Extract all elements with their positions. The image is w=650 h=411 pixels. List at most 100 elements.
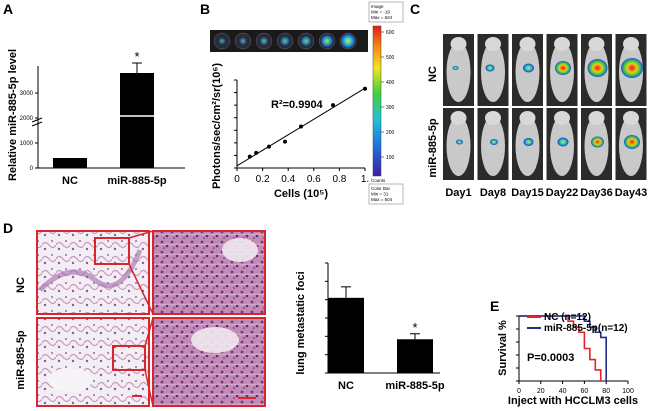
mouse-head <box>554 111 570 125</box>
panel-e-xtick-label: 100 <box>622 388 634 395</box>
panel-b-point <box>267 144 271 149</box>
panel-d-ylabel: lung metastatic foci <box>295 271 307 374</box>
panel-c-row-mir: miR-885-5p <box>427 118 439 178</box>
panel-b-r2: R²=0.9904 <box>271 99 324 111</box>
mouse-body <box>481 42 505 102</box>
color-scale: Image Min = -19 Max = 624 600 500 400 300 20… <box>368 1 404 205</box>
luminescence-signal <box>490 139 498 145</box>
mouse-head <box>450 111 467 125</box>
luminescence-signal <box>621 58 643 78</box>
luminescence-signal <box>485 64 495 72</box>
color-bar-tick-label: 300 <box>386 105 395 111</box>
panel-a-significance: * <box>134 49 139 64</box>
panel-e-legend-label: miR-885-5p(n=12) <box>544 323 628 334</box>
panel-e-chart: Survival % 0 20 40 60 80 100 NC (n=12)miR-885… <box>497 312 638 407</box>
panel-b-point <box>363 86 367 91</box>
color-bar-info-max: Max = 604 <box>371 197 393 202</box>
mouse-head <box>450 37 467 51</box>
panel-label-b: B <box>200 1 210 17</box>
luminescence-signal <box>452 66 459 70</box>
panel-e-xtick-label: 20 <box>537 388 545 395</box>
panel-d-chart: lung metastatic foci NC miR-885-5p * <box>295 262 445 392</box>
color-bar-tick-label: 200 <box>386 130 395 136</box>
panel-b-xlabel: Cells (10⁵) <box>274 188 328 200</box>
day-label: Day1 <box>445 187 471 199</box>
panel-label-a: A <box>3 1 13 17</box>
day-label: Day43 <box>615 187 647 199</box>
luminescence-signal <box>523 138 534 146</box>
well-signal <box>301 36 311 46</box>
mouse-head <box>485 111 501 125</box>
luminescence-signal <box>555 61 571 75</box>
luminescence-signal <box>591 136 604 148</box>
day-label: Day36 <box>580 187 612 199</box>
mouse-head <box>623 37 639 51</box>
panel-b-xtick-label: 0 <box>234 174 240 185</box>
well-signal <box>239 37 247 45</box>
color-bar-tick-label: 100 <box>386 155 395 161</box>
panel-e-survival-line <box>519 315 602 381</box>
color-bar-tick-label: 600 <box>386 30 395 36</box>
panel-e-xtick-label: 0 <box>517 388 521 395</box>
panel-e-pvalue: P=0.0003 <box>527 352 574 364</box>
panel-b-xtick-label: 0.6 <box>307 174 321 185</box>
panel-e-xtick-label: 80 <box>602 388 610 395</box>
panel-c-row-nc: NC <box>427 66 439 82</box>
panel-d-row-nc: NC <box>15 277 27 293</box>
histology-mir-zoom-box <box>112 345 146 371</box>
luminescence-signal <box>624 135 640 149</box>
color-bar-info-min: Min = 31 <box>371 192 389 197</box>
histology-nc-low <box>36 230 150 315</box>
color-bar <box>372 25 382 177</box>
panel-e-legend-label: NC (n=12) <box>544 312 591 323</box>
day-label: Day22 <box>546 187 578 199</box>
panel-d-xtick-label: miR-885-5p <box>385 380 445 392</box>
panel-e-xtick-label: 60 <box>581 388 589 395</box>
luminescence-signal <box>456 139 463 145</box>
day-label: Day8 <box>480 187 506 199</box>
well-signal <box>341 34 355 48</box>
panel-d-bar <box>397 339 433 373</box>
panel-e-ylabel: Survival % <box>497 320 509 376</box>
panel-a-bar <box>120 73 154 168</box>
panel-b-point <box>247 154 252 159</box>
color-bar-unit: Counts <box>371 178 386 183</box>
panel-b-imaging <box>210 30 368 52</box>
mouse-body <box>515 116 540 176</box>
mouse-head <box>485 37 501 51</box>
panel-d-row-mir: miR-885-5p <box>15 330 27 390</box>
mouse-head <box>554 37 570 51</box>
panel-a-ytick-label: 0 <box>30 166 34 172</box>
panel-b-xtick-label: 0.2 <box>256 174 270 185</box>
well-signal <box>218 37 226 45</box>
panel-b-point <box>299 124 303 129</box>
panel-b-xtick-label: 0.4 <box>281 174 295 185</box>
panel-d-significance: * <box>412 320 417 335</box>
panel-b-chart: Photons/sec/cm²/sr(10⁶) 0 0.2 0.4 0.6 0.8 1. … <box>211 63 369 200</box>
mouse-head <box>623 111 639 125</box>
panel-d-bar <box>328 297 364 373</box>
mouse-head <box>588 37 605 51</box>
luminescence-signal <box>557 137 569 147</box>
panel-a-bar <box>53 158 87 168</box>
panel-e-survival-line <box>519 315 607 381</box>
panel-a-xtick-label: NC <box>62 175 78 187</box>
panel-b-point <box>331 103 335 108</box>
panel-a-ylabel: Relative miR-885-5p level <box>7 49 19 181</box>
panel-a-ytick-label: 3000 <box>20 91 34 97</box>
color-bar-info-title: Color Bar <box>371 186 391 191</box>
mouse-body <box>481 116 505 176</box>
well-signal <box>321 35 333 47</box>
color-bar-tick-label: 400 <box>386 80 395 86</box>
well-signal <box>260 37 268 45</box>
image-info-title: Image <box>371 4 384 9</box>
panel-a-chart: Relative miR-885-5p level 0100020003000 … <box>7 49 185 187</box>
panel-b-ylabel: Photons/sec/cm²/sr(10⁶) <box>211 63 223 189</box>
panel-b-xtick-label: 0.8 <box>332 174 346 185</box>
panel-label-e: E <box>490 298 499 314</box>
panel-b-point <box>283 139 287 144</box>
mouse-body <box>446 116 471 176</box>
panel-a-ytick-label: 2000 <box>20 116 34 122</box>
luminescence-signal <box>587 59 608 77</box>
panel-e-xtick-label: 40 <box>559 388 567 395</box>
